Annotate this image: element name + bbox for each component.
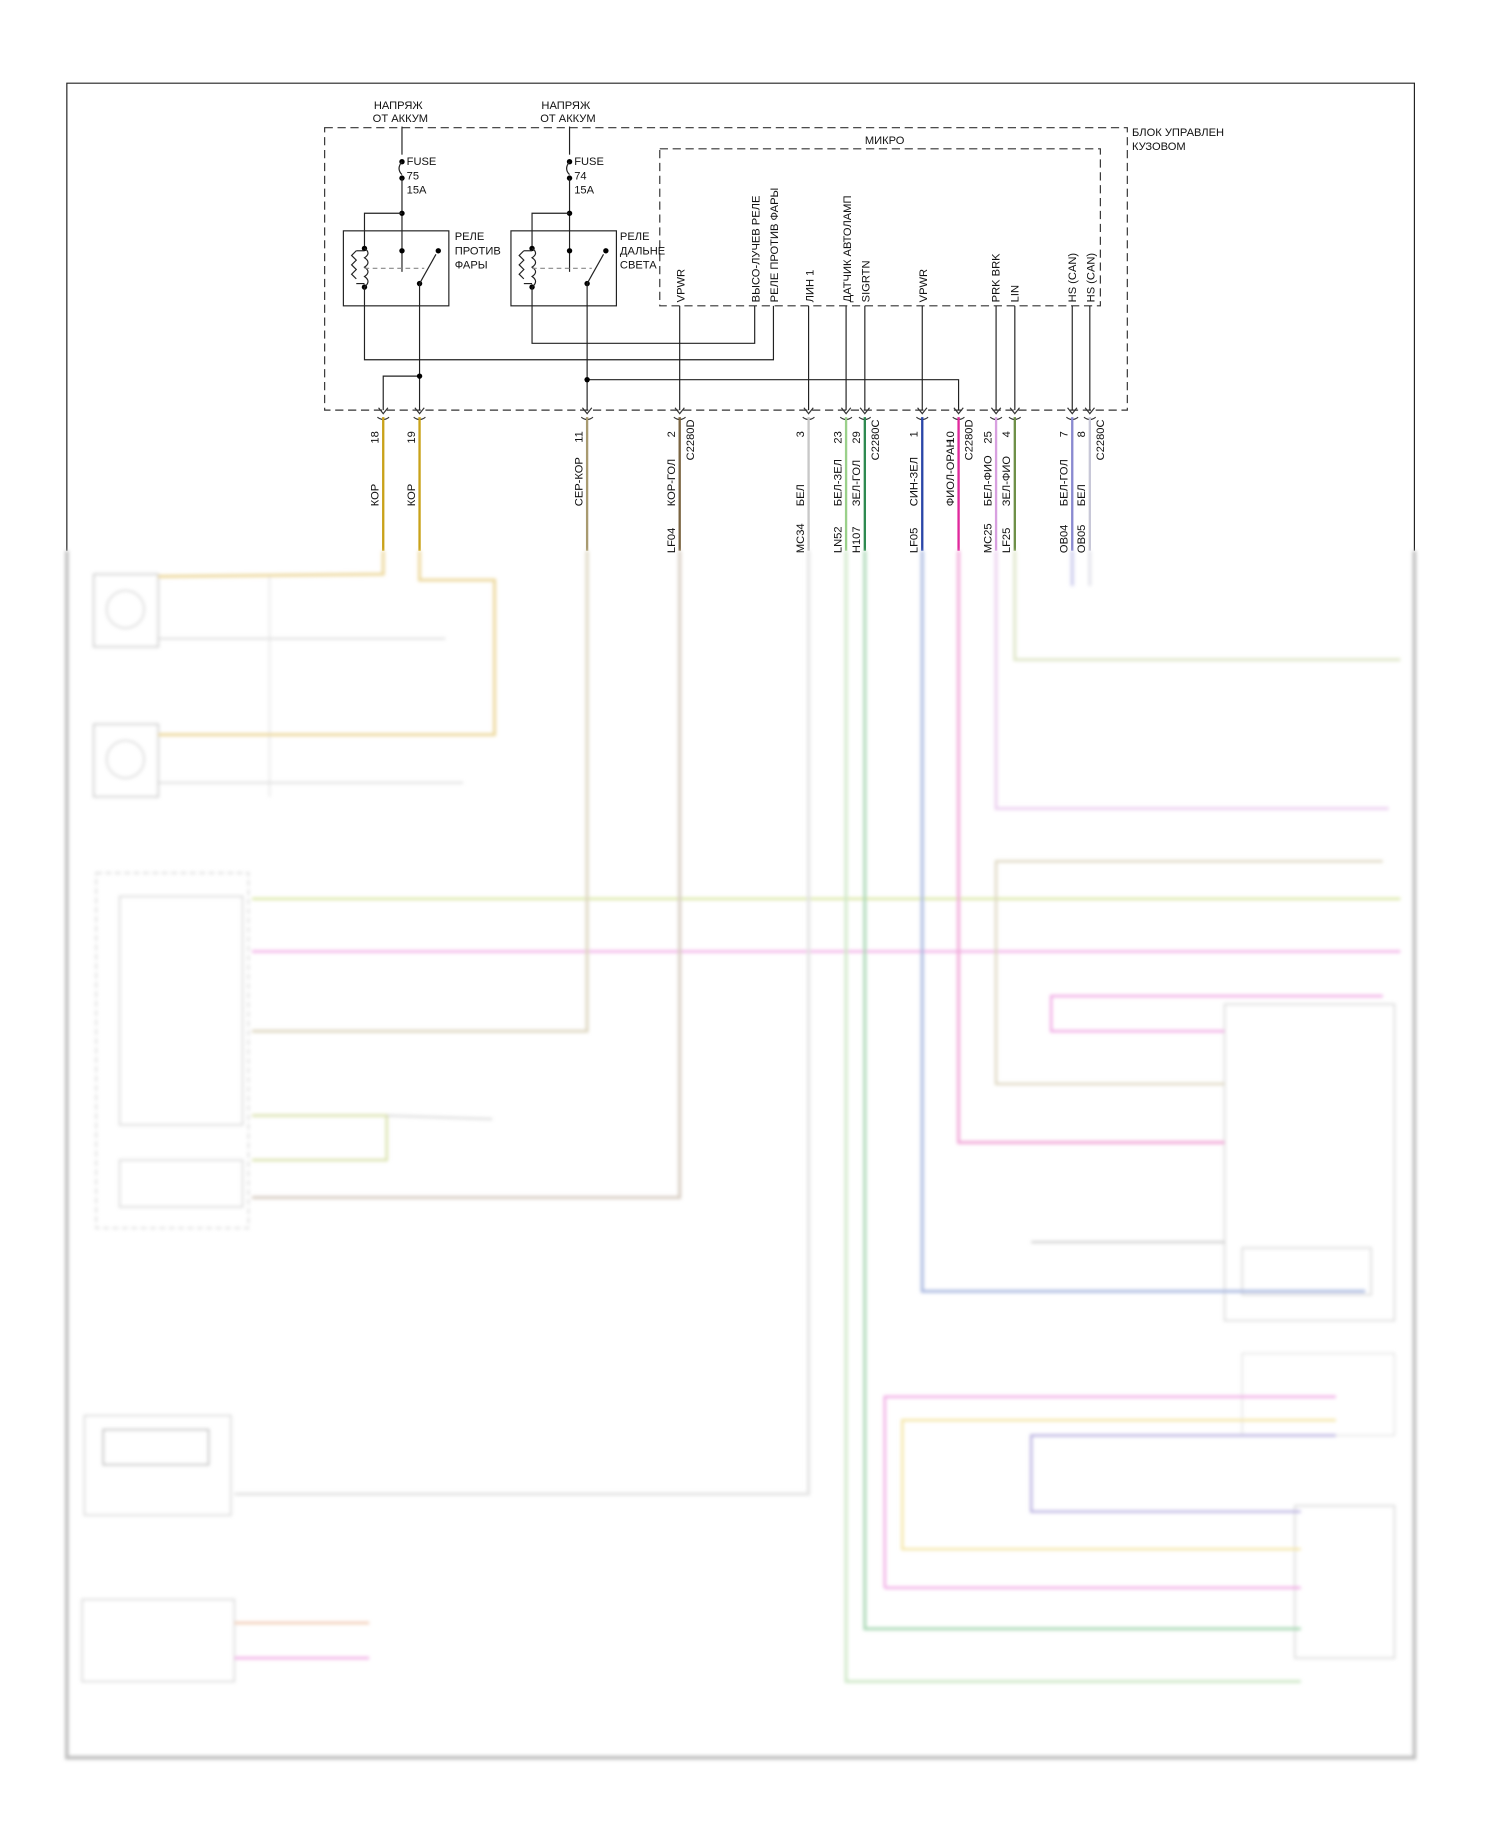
wire-color-label: БЕЛ-ФИО: [982, 455, 994, 506]
high-beam-relay: РЕЛЕ ДАЛЬНЕ СВЕТА: [510, 212, 665, 307]
wire-color-label: СИН-ЗЕЛ: [909, 457, 921, 506]
body-control-module-box: [324, 127, 1128, 411]
wire-color-label: КОР-ГОЛ: [666, 459, 678, 506]
module-title-2: КУЗОВОМ: [1132, 141, 1186, 153]
svg-text:FUSE: FUSE: [574, 156, 604, 168]
circuit-code: OB05: [1076, 525, 1088, 553]
switch-module: [83, 1414, 232, 1516]
pin-number: 25: [982, 431, 994, 443]
circuit-code: LF05: [909, 528, 921, 553]
pin-number: 23: [832, 431, 844, 443]
fuse-label: FUSE: [407, 156, 437, 168]
svg-text:НАПРЯЖ: НАПРЯЖ: [374, 100, 424, 112]
svg-text:74: 74: [574, 170, 586, 182]
circuit-code: MC25: [982, 523, 994, 553]
wire-color-label: БЕЛ: [795, 484, 807, 506]
wire-color-label: БЕЛ-ЗЕЛ: [832, 459, 844, 506]
lower-circuit-section: [65, 550, 1417, 1760]
svg-text:НАПРЯЖ: НАПРЯЖ: [541, 100, 591, 112]
lamp-assembly: [95, 872, 250, 1229]
connector-label: C2280D: [964, 420, 976, 461]
svg-text:РЕЛЕ ПРОТИВ ФАРЫ: РЕЛЕ ПРОТИВ ФАРЫ: [769, 188, 781, 303]
svg-text:SIGRTN: SIGRTN: [861, 260, 873, 302]
svg-text:РЕЛЕ: РЕЛЕ: [620, 231, 650, 243]
micro-pin-labels: VPWR ВЫСО-ЛУЧЕВ РЕЛЕ РЕЛЕ ПРОТИВ ФАРЫ ЛИ…: [675, 188, 1097, 303]
harness-wires: 18КОР19КОР11СЕР-КОР2КОР-ГОЛC2280DLF043БЕ…: [370, 407, 1107, 553]
svg-text:VPWR: VPWR: [918, 269, 930, 302]
circuit-code: LN52: [832, 526, 844, 553]
wire-color-label: ФИОЛ-ОРАН: [945, 439, 957, 506]
connector-label: C2280C: [1095, 420, 1107, 461]
lower-wire-1: [920, 550, 1366, 1293]
pin-number: 10: [945, 431, 957, 443]
svg-text:СВЕТА: СВЕТА: [620, 259, 657, 271]
wire-color-label: ЗЕЛ-ГОЛ: [851, 460, 863, 506]
svg-text:ВЫСО-ЛУЧЕВ РЕЛЕ: ВЫСО-ЛУЧЕВ РЕЛЕ: [750, 196, 762, 303]
headlamp-relay: РЕЛЕ ПРОТИВ ФАРЫ: [342, 212, 501, 307]
wire-color-label: КОР: [406, 484, 418, 506]
lower-wire-2: [251, 550, 682, 1200]
diagram-frame: [66, 82, 1415, 551]
lower-wire-4: [1013, 550, 1401, 662]
svg-text:HS (CAN): HS (CAN): [1086, 253, 1098, 303]
svg-text:75: 75: [407, 170, 419, 182]
svg-text:РЕЛЕ: РЕЛЕ: [455, 231, 485, 243]
wire-color-label: БЕЛ-ГОЛ: [1059, 459, 1071, 506]
pin-number: 1: [909, 431, 921, 437]
svg-text:ОТ АККУМ: ОТ АККУМ: [540, 113, 595, 125]
pin-number: 19: [406, 431, 418, 443]
pin-number: 8: [1076, 431, 1088, 437]
svg-text:VPWR: VPWR: [675, 269, 687, 302]
micro-box: [659, 148, 1101, 307]
svg-text:ДАЛЬНЕ: ДАЛЬНЕ: [620, 245, 665, 257]
headlamp-left: [93, 573, 159, 648]
pin-number: 11: [573, 431, 585, 443]
circuit-code: OB04: [1059, 525, 1071, 553]
circuit-code: LF04: [666, 528, 678, 553]
internal-wiring: [363, 283, 1091, 411]
connector-label: C2280D: [685, 420, 697, 461]
lower-wire-23: [844, 550, 1301, 1683]
pin-number: 2: [666, 431, 678, 437]
svg-text:ЛИН 1: ЛИН 1: [804, 270, 816, 303]
pin-number: 29: [851, 431, 863, 443]
supply-fuse-74: НАПРЯЖ ОТ АККУМ FUSE 74 15A: [540, 100, 604, 272]
svg-text:ДАТЧИК АВТОЛАМП: ДАТЧИК АВТОЛАМП: [842, 196, 854, 303]
headlamp-right: [93, 723, 159, 798]
pin-number: 3: [795, 431, 807, 437]
rear-lamp-assembly: [1223, 1003, 1396, 1322]
svg-text:LIN: LIN: [1009, 285, 1021, 302]
svg-text:15A: 15A: [574, 184, 594, 196]
circuit-code: LF25: [1001, 528, 1013, 553]
lower-wire-19: [158, 550, 497, 737]
supply-fuse-75: НАПРЯЖ ОТ АККУМ FUSE 75 15A: [373, 100, 437, 272]
lower-wire-11: [251, 550, 589, 1033]
circuit-code: MC34: [795, 523, 807, 553]
pin-number: 18: [370, 431, 382, 443]
micro-label: МИКРО: [865, 135, 905, 147]
wire-color-label: СЕР-КОР: [573, 457, 585, 506]
module-title: БЛОК УПРАВЛЕН: [1132, 127, 1224, 139]
pin-number: 4: [1001, 431, 1013, 437]
lower-wire-18: [158, 550, 385, 578]
pin-number: 7: [1059, 431, 1071, 437]
svg-text:ФАРЫ: ФАРЫ: [455, 259, 488, 271]
connector-label: C2280C: [870, 420, 882, 461]
svg-text:15A: 15A: [407, 184, 427, 196]
circuit-code: H107: [851, 526, 863, 553]
wire-color-label: ЗЕЛ-ФИО: [1001, 456, 1013, 507]
lower-wire-29: [863, 550, 1301, 1631]
svg-text:HS (CAN): HS (CAN): [1067, 253, 1079, 303]
wire-color-label: КОР: [370, 484, 382, 506]
lower-wire-10: [957, 550, 1225, 1144]
svg-text:ОТ АККУМ: ОТ АККУМ: [373, 113, 428, 125]
wire-color-label: БЕЛ: [1076, 484, 1088, 506]
lower-wire-3: [234, 550, 811, 1496]
ambient-sensor: [81, 1598, 235, 1683]
svg-text:ПРОТИВ: ПРОТИВ: [455, 245, 501, 257]
lower-wire-25: [994, 550, 1389, 811]
svg-text:PRK BRK: PRK BRK: [991, 253, 1003, 302]
